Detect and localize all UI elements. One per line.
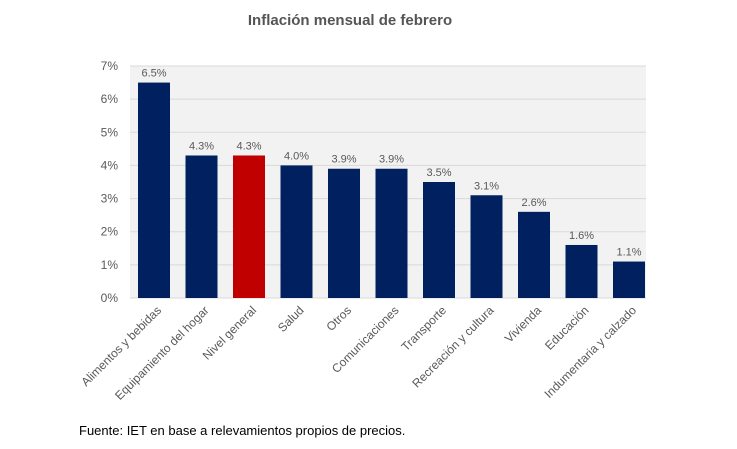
- x-tick-label: Vivienda: [502, 303, 545, 346]
- data-label: 2.6%: [521, 197, 546, 209]
- data-label: 6.5%: [141, 68, 166, 80]
- data-label: 3.5%: [426, 167, 451, 179]
- y-axis-ticks: 0% 1% 2% 3% 4% 5% 6% 7%: [101, 59, 119, 305]
- source-note: Fuente: IET en base a relevamientos prop…: [79, 423, 406, 438]
- data-label: 3.9%: [331, 154, 356, 166]
- bar: [518, 211, 550, 298]
- bar: [565, 244, 598, 298]
- data-label: 3.1%: [474, 180, 499, 192]
- bar: [280, 165, 313, 298]
- bar: [185, 155, 218, 298]
- y-tick-label: 2%: [101, 225, 119, 239]
- x-tick-label: Transporte: [398, 303, 449, 354]
- chart-title: Inflación mensual de febrero: [248, 12, 452, 29]
- y-tick-label: 5%: [101, 125, 119, 139]
- x-tick-label: Otros: [323, 303, 354, 334]
- x-tick-label: Alimentos y bebidas: [78, 303, 164, 389]
- bars: [138, 82, 645, 298]
- bar: [423, 182, 455, 298]
- x-tick-label: Equipamiento del hogar: [112, 303, 212, 403]
- data-label: 3.9%: [379, 154, 404, 166]
- data-label: 4.3%: [189, 140, 214, 152]
- x-tick-label: Educación: [542, 303, 592, 353]
- bar: [613, 261, 645, 298]
- bar: [375, 168, 408, 298]
- data-labels: 6.5% 4.3% 4.3% 4.0% 3.9% 3.9% 3.5% 3.1% 2.6% 1.6%…: [141, 68, 641, 259]
- bar: [328, 168, 360, 298]
- y-tick-label: 0%: [101, 291, 119, 305]
- data-label: 1.6%: [569, 230, 594, 242]
- data-label: 4.0%: [284, 150, 309, 162]
- y-tick-label: 4%: [101, 158, 119, 172]
- x-tick-label: Recreación y cultura: [409, 303, 496, 390]
- y-tick-label: 7%: [101, 59, 119, 73]
- bar: [233, 155, 265, 298]
- data-label: 4.3%: [236, 140, 261, 152]
- bar: [138, 82, 170, 298]
- y-tick-label: 6%: [101, 92, 119, 106]
- bar: [470, 195, 503, 298]
- x-tick-label: Indumentaria y calzado: [541, 303, 639, 401]
- y-tick-label: 3%: [101, 192, 119, 206]
- data-label: 1.1%: [616, 247, 641, 259]
- x-tick-label: Salud: [275, 303, 307, 335]
- y-tick-label: 1%: [101, 258, 119, 272]
